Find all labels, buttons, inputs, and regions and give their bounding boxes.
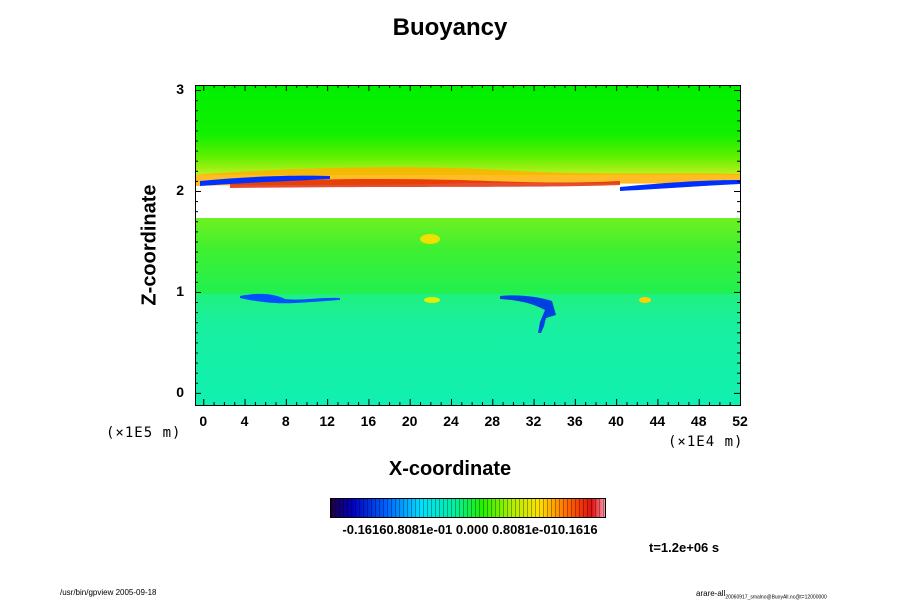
- time-label: t=1.2e+06 s: [649, 540, 720, 555]
- x-tick-label: 32: [525, 413, 542, 429]
- heatmap-lower-layer: [195, 294, 740, 405]
- x-tick-label: 52: [732, 413, 748, 429]
- x-tick-label: 0: [199, 413, 208, 429]
- heatmap-upper-red-core: [230, 179, 620, 188]
- footer-source: arare-all20060917_smalno@BuoyAll.nc@t=12…: [696, 589, 827, 601]
- x-tick-label: 20: [401, 413, 418, 429]
- y-axis-unit: (×1E5 m): [106, 425, 182, 441]
- heatmap-blue-streak-right: [620, 180, 740, 191]
- heatmap-blue-plume: [500, 295, 556, 333]
- x-tick-label: 48: [690, 413, 707, 429]
- plot-frame: [195, 85, 741, 406]
- x-axis-unit: (×1E4 m): [668, 434, 744, 450]
- colorbar-level-lines: [331, 499, 605, 517]
- x-tick-label: 40: [608, 413, 624, 429]
- y-axis-label: Z-coordinate: [138, 184, 161, 306]
- heatmap-blue-filament: [240, 293, 340, 304]
- x-axis-label: X-coordinate: [388, 458, 512, 480]
- y-tick-label: 0: [176, 383, 184, 400]
- footer-source-main: arare-all: [696, 589, 726, 598]
- heatmap-blue-streak-left: [200, 175, 330, 186]
- x-tick-label: 36: [567, 413, 583, 429]
- y-tick-label: 1: [176, 282, 184, 299]
- colorbar-labels: -0.16160.8081e-01 0.000 0.8081e-010.1616: [342, 522, 598, 537]
- x-tick-label: 24: [443, 413, 459, 429]
- footer-source-sub: 20060917_smalno@BuoyAll.nc@t=12000000: [725, 594, 827, 601]
- x-tick-label: 8: [281, 413, 290, 429]
- heatmap-yellow-spot: [639, 297, 651, 303]
- heatmap-upper-layer: [195, 85, 740, 175]
- footer-command: /usr/bin/gpview 2005-09-18: [60, 588, 157, 597]
- x-tick-label: 28: [484, 413, 501, 429]
- x-tick-label: 44: [649, 413, 666, 429]
- x-tick-label: 12: [319, 413, 335, 429]
- x-tick-label: 16: [360, 413, 377, 429]
- y-tick-label: 2: [176, 181, 184, 198]
- y-tick-label: 3: [176, 81, 184, 98]
- heatmap-middle-layer: [195, 218, 740, 294]
- chart-title: Buoyancy: [392, 14, 508, 41]
- x-tick-label: 4: [240, 413, 249, 429]
- heatmap-yellow-spot: [420, 234, 440, 244]
- heatmap-yellow-spot: [424, 297, 440, 303]
